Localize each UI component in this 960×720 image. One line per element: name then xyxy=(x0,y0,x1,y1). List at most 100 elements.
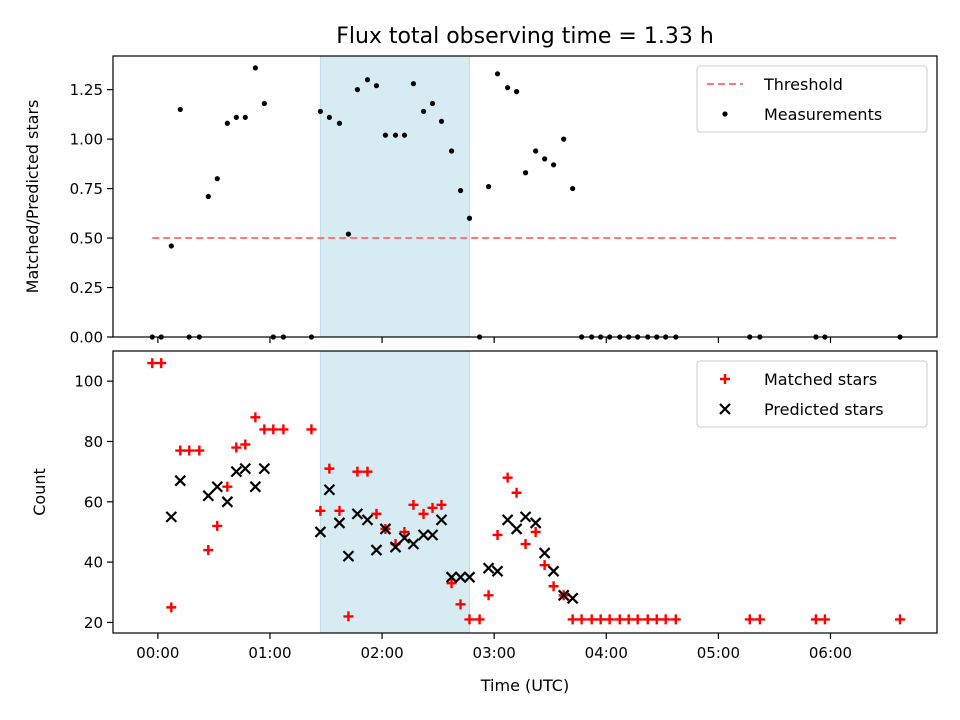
matched-stars-point xyxy=(334,505,345,516)
matched-stars-point xyxy=(184,445,195,456)
predicted-stars-point xyxy=(398,532,411,544)
count-y-tick-label: 80 xyxy=(84,433,103,451)
predicted-stars-point xyxy=(314,526,327,538)
measurements-point xyxy=(420,108,427,115)
measurements-point xyxy=(494,71,501,77)
matched-stars-point xyxy=(166,602,177,613)
chart-title: Flux total observing time = 1.33 h xyxy=(336,24,714,49)
matched-stars-point xyxy=(604,614,615,625)
predicted-stars-point xyxy=(342,550,355,562)
matched-stars-point xyxy=(306,424,317,435)
measurements-point xyxy=(382,132,389,138)
measurements-point xyxy=(345,231,352,237)
matched-stars-point xyxy=(147,358,158,369)
predicted-stars-point xyxy=(239,462,252,475)
matched-stars-point xyxy=(315,505,326,516)
ratio-y-tick-label: 0.25 xyxy=(70,279,103,297)
matched-stars-point xyxy=(651,614,662,625)
predicted-stars-point xyxy=(323,483,336,496)
matched-stars-point xyxy=(539,560,550,571)
matched-stars-point xyxy=(324,463,335,474)
predicted-stars-point xyxy=(221,496,234,508)
matched-stars-point xyxy=(371,508,382,519)
matched-stars-point xyxy=(660,614,671,625)
matched-stars-point xyxy=(483,590,494,601)
ratio-y-tick-label: 1.00 xyxy=(70,131,103,149)
matched-stars-point xyxy=(474,614,485,625)
measurements-point xyxy=(570,185,576,192)
matched-stars-point xyxy=(567,614,578,625)
predicted-stars-point xyxy=(547,565,560,577)
count-legend: Matched stars Predicted stars xyxy=(696,360,928,428)
matched-stars-point xyxy=(548,581,559,592)
matched-stars-point xyxy=(642,614,653,625)
measurements-point xyxy=(177,106,183,113)
count-plot-frame xyxy=(112,350,938,634)
ratio-legend: Threshold Measurements xyxy=(696,65,928,133)
predicted-stars-point xyxy=(566,592,579,605)
predicted-stars-point xyxy=(258,462,271,475)
ratio-shaded-span xyxy=(319,55,471,338)
ratio-plot-frame xyxy=(112,55,938,338)
count-y-tick-label: 20 xyxy=(84,614,103,632)
matched-stars-point xyxy=(250,412,261,423)
matched-stars-point xyxy=(240,439,251,450)
matched-stars-point xyxy=(156,358,167,369)
count-x-tick-label: 00:00 xyxy=(136,644,179,662)
predicted-stars-point xyxy=(454,571,467,583)
matched-stars-point xyxy=(632,614,643,625)
predicted-stars-point xyxy=(249,480,262,493)
matched-stars-point xyxy=(222,481,233,492)
count-x-tick-label: 04:00 xyxy=(585,644,628,662)
measurements-point xyxy=(513,89,520,95)
count-y-tick-label: 40 xyxy=(84,554,103,572)
measurements-point xyxy=(457,187,464,194)
matched-stars-point xyxy=(446,578,457,589)
matched-stars-point xyxy=(530,526,541,537)
measurements-point xyxy=(485,184,492,190)
time-x-axis-label: Time (UTC) xyxy=(480,676,569,695)
matched-stars-point xyxy=(492,529,503,540)
matched-stars-point xyxy=(502,472,513,483)
matched-stars-point xyxy=(231,442,242,453)
matched-stars-point xyxy=(203,545,214,556)
predicted-stars-legend-marker xyxy=(719,403,731,415)
count-y-tick-label: 100 xyxy=(74,373,103,391)
measurements-point xyxy=(205,193,211,200)
matched-stars-point xyxy=(343,611,354,622)
predicted-stars-point xyxy=(435,514,448,526)
predicted-stars-point xyxy=(445,571,458,583)
measurements-point xyxy=(233,114,239,120)
count-panel: 20 40 60 80 100 00:00 01:00 02:00 03:00 04:00 05:0… xyxy=(30,350,938,695)
matched-stars-point xyxy=(576,614,587,625)
predicted-stars-point xyxy=(491,565,504,577)
matched-stars-point xyxy=(754,614,765,625)
count-y-tick-label: 60 xyxy=(84,493,103,511)
measurements-point xyxy=(448,148,455,154)
measurements-point xyxy=(522,170,529,176)
predicted-stars-point xyxy=(165,511,178,523)
predicted-stars-point xyxy=(407,538,420,550)
measurements-legend-label: Measurements xyxy=(764,105,882,124)
count-x-tick-label: 06:00 xyxy=(809,644,852,662)
measurements-point xyxy=(392,132,399,138)
ratio-y-tick-label: 0.00 xyxy=(70,329,103,347)
predicted-stars-point xyxy=(370,544,383,556)
predicted-stars-point xyxy=(557,589,570,602)
predicted-stars-point xyxy=(482,562,495,574)
matched-stars-legend-marker xyxy=(720,374,730,384)
matched-stars-point xyxy=(520,539,531,550)
predicted-stars-point xyxy=(379,523,392,535)
count-x-tick-label: 01:00 xyxy=(248,644,291,662)
measurements-point xyxy=(410,81,417,87)
measurements-point xyxy=(261,100,267,107)
predicted-stars-point xyxy=(351,508,364,520)
matched-stars-point xyxy=(464,614,475,625)
predicted-stars-point xyxy=(333,517,346,529)
matched-stars-point xyxy=(511,487,522,498)
ratio-y-tick-label: 0.75 xyxy=(70,180,103,198)
matched-stars-point xyxy=(352,466,363,477)
ratio-y-axis-label: Matched/Predicted stars xyxy=(23,100,42,294)
matched-stars-point xyxy=(436,499,447,510)
